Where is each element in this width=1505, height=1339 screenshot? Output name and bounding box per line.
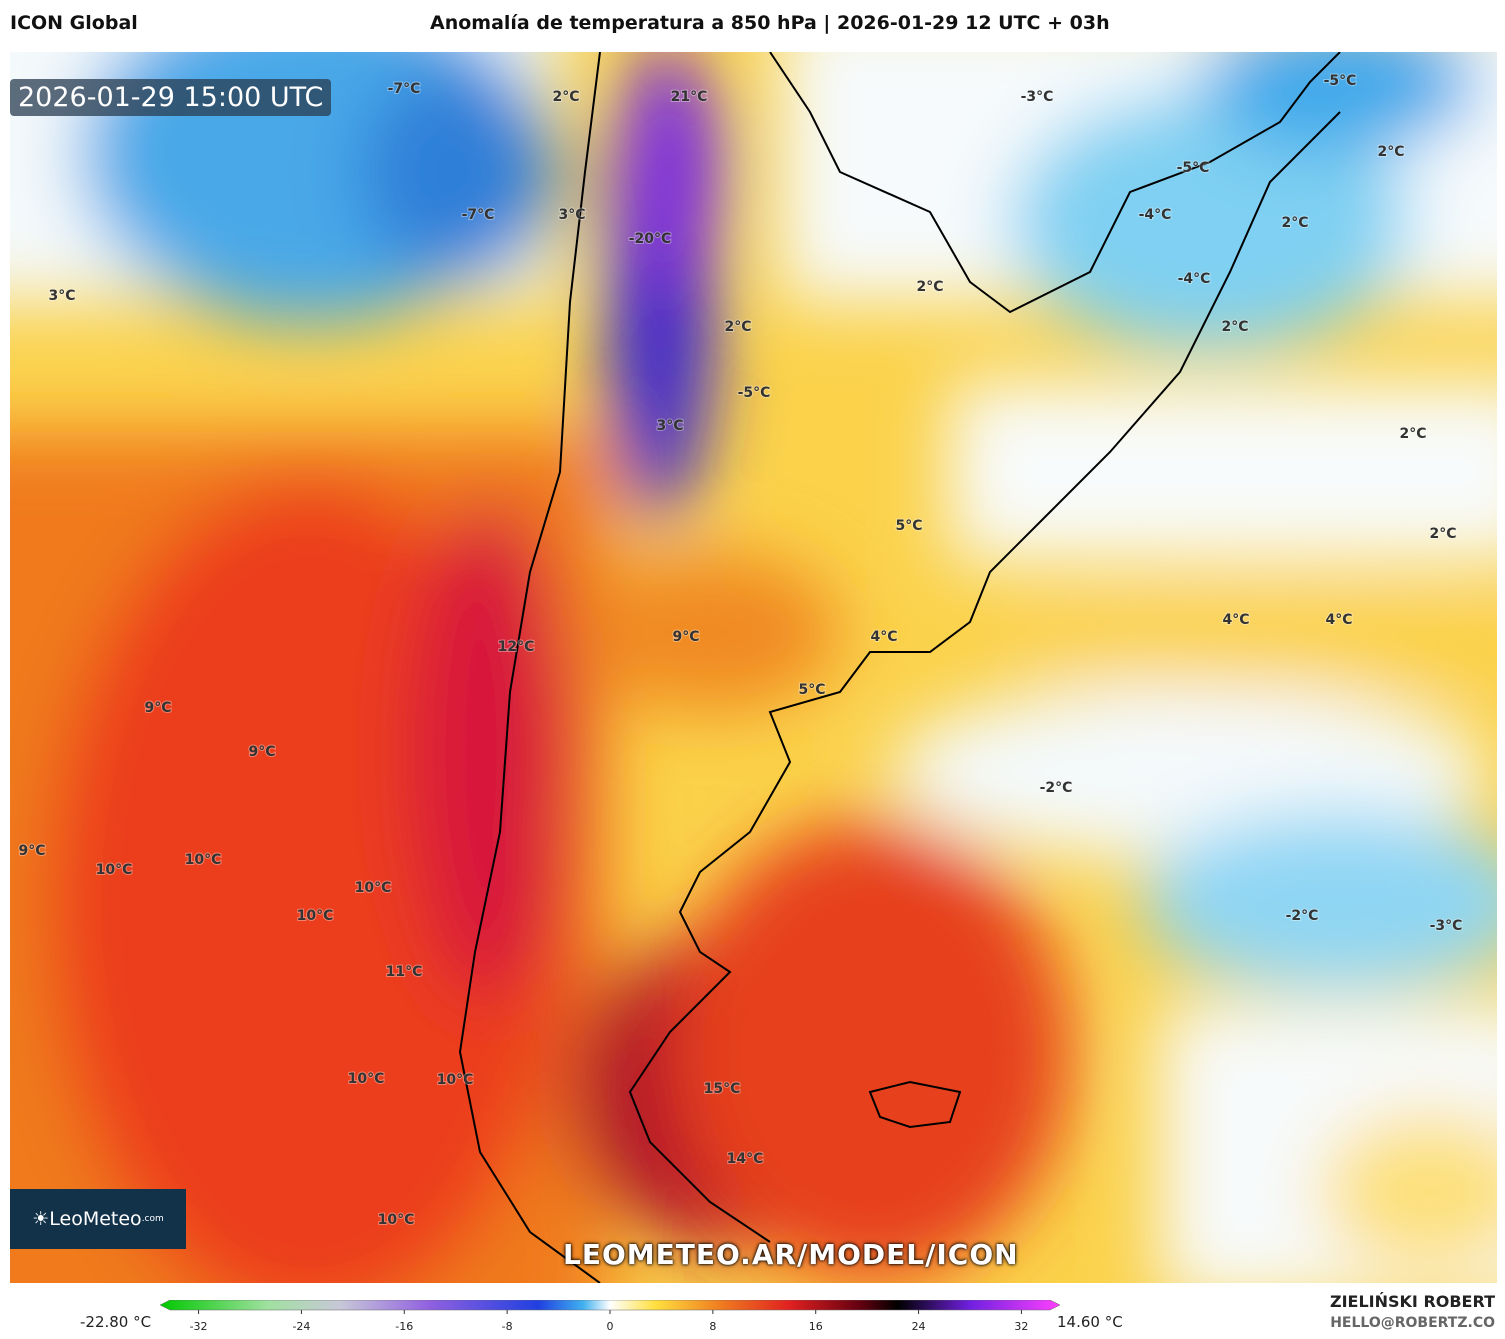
map-label: 4°C: [1222, 612, 1249, 628]
logo: ☀ LeoMeteo .com: [10, 1189, 186, 1249]
map-label: 15°C: [704, 1081, 741, 1097]
map-label: -5°C: [1324, 73, 1357, 89]
map-label: 3°C: [558, 207, 585, 223]
map-label: -5°C: [738, 385, 771, 401]
map-label: 10°C: [297, 908, 334, 924]
map-label: -3°C: [1021, 89, 1054, 105]
map-label: 9°C: [144, 700, 171, 716]
watermark: LEOMETEO.AR/MODEL/ICON: [563, 1238, 1019, 1271]
map-label: 10°C: [378, 1212, 415, 1228]
map-label: 11°C: [386, 964, 423, 980]
map: -7°C 2°C 21°C -3°C -5°C 2°C -5°C -7°C 3°C -20°C -4…: [10, 52, 1497, 1283]
colorbar-tick-label: -32: [190, 1320, 208, 1333]
colorbar-min-label: -22.80 °C: [80, 1313, 152, 1331]
email: HELLO@ROBERTZ.CO: [1330, 1315, 1495, 1331]
map-label: 9°C: [672, 629, 699, 645]
map-label: 2°C: [1429, 526, 1456, 542]
colorbar-tick-label: -24: [292, 1320, 310, 1333]
map-label: 4°C: [870, 629, 897, 645]
model-name: ICON Global: [10, 12, 138, 34]
map-label: 10°C: [96, 862, 133, 878]
map-label: 9°C: [248, 744, 275, 760]
map-label: 10°C: [348, 1071, 385, 1087]
map-label: 10°C: [355, 880, 392, 896]
colorbar-tick-label: 32: [1014, 1320, 1028, 1333]
map-label: 14°C: [727, 1151, 764, 1167]
map-label: 5°C: [895, 518, 922, 534]
colorbar-tick-label: -16: [395, 1320, 413, 1333]
colorbar-tick-label: 16: [809, 1320, 823, 1333]
map-label: 9°C: [18, 843, 45, 859]
colorbar-ramp: [159, 1300, 1061, 1311]
map-label: -2°C: [1040, 780, 1073, 796]
map-label: -4°C: [1178, 271, 1211, 287]
author: ZIELIŃSKI ROBERT: [1329, 1292, 1495, 1311]
map-label: -2°C: [1286, 908, 1319, 924]
map-label: 2°C: [552, 89, 579, 105]
map-label: 2°C: [1377, 144, 1404, 160]
map-label: 4°C: [1325, 612, 1352, 628]
map-label: 3°C: [48, 288, 75, 304]
map-label: 10°C: [185, 852, 222, 868]
colorbar-tick-label: -8: [502, 1320, 513, 1333]
map-label: 21°C: [671, 89, 708, 105]
map-label: 2°C: [1221, 319, 1248, 335]
map-label: 12°C: [498, 639, 535, 655]
map-label: -3°C: [1430, 918, 1463, 934]
map-label: -4°C: [1139, 207, 1172, 223]
colorbar-max-label: 14.60 °C: [1057, 1313, 1123, 1331]
map-label: -7°C: [388, 81, 421, 97]
colorbar-tick-label: 8: [709, 1320, 716, 1333]
anomaly-field: [10, 52, 1497, 1283]
map-label: 2°C: [724, 319, 751, 335]
map-label: 2°C: [1399, 426, 1426, 442]
logo-name: LeoMeteo: [49, 1208, 142, 1230]
colorbar: -32 -24 -16 -8 0 8 16 24 32: [159, 1300, 1061, 1333]
map-label: 10°C: [437, 1072, 474, 1088]
map-label: 3°C: [656, 418, 683, 434]
map-label: 2°C: [1281, 215, 1308, 231]
logo-suffix: .com: [141, 1214, 164, 1224]
map-label: 5°C: [798, 682, 825, 698]
colorbar-tick-label: 0: [607, 1320, 614, 1333]
map-title: Anomalía de temperatura a 850 hPa | 2026…: [430, 12, 1110, 34]
label-layer: -7°C 2°C 21°C -3°C -5°C 2°C -5°C -7°C 3°C -20°C -4…: [17, 72, 1463, 1229]
coastline: [458, 52, 1341, 1283]
colorbar-tick-label: 24: [912, 1320, 926, 1333]
timestamp: 2026-01-29 15:00 UTC: [10, 79, 332, 116]
island: [868, 1080, 962, 1129]
map-label: -7°C: [462, 207, 495, 223]
map-label: -5°C: [1177, 160, 1210, 176]
map-label: 2°C: [916, 279, 943, 295]
map-label: -20°C: [629, 231, 672, 247]
